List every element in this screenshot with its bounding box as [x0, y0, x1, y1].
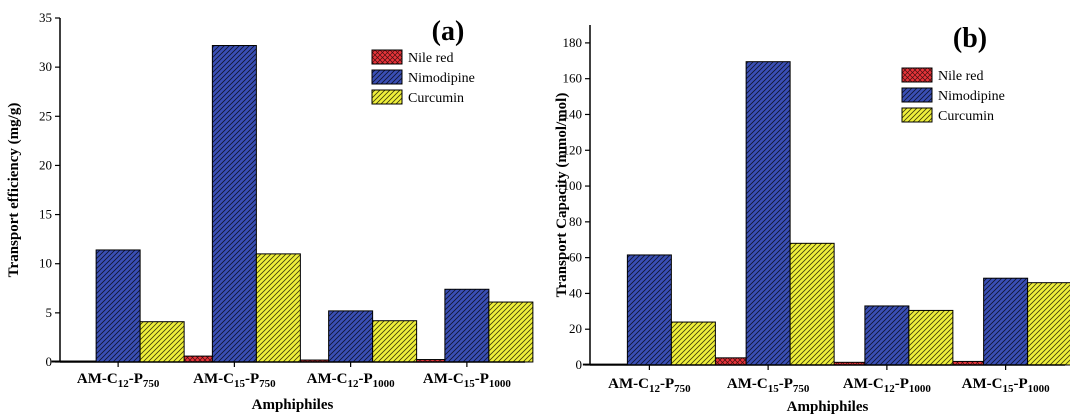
- y-tick-label: 100: [563, 178, 583, 193]
- chart-panel-b: 0 20 40 60 80 100 120 140 160 180 AM-C12-P750 AM-C1…: [554, 23, 1070, 415]
- bar-curcumin-4: [1027, 282, 1070, 366]
- bar-curcumin-3: [908, 309, 954, 366]
- y-axis-title: Transport efficiency (mg/g): [6, 103, 22, 278]
- legend-label-curcumin: Curcumin: [938, 109, 994, 124]
- bar-nimodipine-1: [95, 249, 141, 363]
- legend: Nile red Nimodipine Curcumin: [901, 67, 1005, 124]
- legend-swatch-nimodipine: [371, 69, 403, 85]
- x-tick-label: AM-C15-P750: [193, 371, 276, 390]
- bar-curcumin-2: [789, 242, 835, 366]
- x-axis-title: Amphiphiles: [252, 397, 334, 413]
- panel-label: (b): [953, 23, 987, 54]
- bar-nimodipine-3: [328, 310, 374, 363]
- legend-label-curcumin: Curcumin: [408, 91, 464, 106]
- y-tick-label: 0: [46, 354, 53, 369]
- y-axis-title: Transport Capacity (mmol/mol): [554, 93, 570, 298]
- x-tick-label: AM-C12-P750: [77, 371, 160, 390]
- y-tick-label: 80: [569, 214, 582, 229]
- legend-swatch-nile-red: [371, 49, 403, 65]
- legend-swatch-nimodipine: [901, 87, 933, 103]
- legend-label-nile-red: Nile red: [408, 51, 453, 66]
- bar-nimodipine-2: [211, 45, 257, 363]
- y-tick-label: 5: [46, 305, 53, 320]
- legend-label-nimodipine: Nimodipine: [938, 89, 1005, 104]
- bar-curcumin-4: [488, 301, 534, 363]
- bar-nimodipine-2: [745, 61, 791, 366]
- legend: Nile red Nimodipine Curcumin: [371, 49, 475, 106]
- bar-curcumin-3: [372, 320, 418, 363]
- y-tick-label: 15: [39, 207, 52, 222]
- bar-nimodipine-4: [444, 288, 490, 363]
- y-tick-label: 40: [569, 285, 582, 300]
- y-tick-label: 10: [39, 256, 52, 271]
- bar-curcumin-1: [670, 321, 716, 366]
- bar-nimodipine-4: [983, 277, 1029, 366]
- y-tick-label: 30: [39, 59, 52, 74]
- chart-panel-a: 0 5 10 15 20 25 30 35 AM-C12-P750 AM-C15-P750 AM-C…: [6, 10, 534, 413]
- x-axis-title: Amphiphiles: [787, 399, 869, 415]
- y-tick-label: 180: [563, 35, 583, 50]
- legend-swatch-curcumin: [901, 107, 933, 123]
- bar-nimodipine-1: [626, 254, 672, 366]
- x-tick-label: AM-C15-P1000: [962, 376, 1051, 395]
- legend-swatch-nile-red: [901, 67, 933, 83]
- bar-curcumin-2: [255, 253, 301, 363]
- y-tick-label: 160: [563, 71, 583, 86]
- x-tick-label: AM-C12-P750: [608, 376, 691, 395]
- legend-label-nimodipine: Nimodipine: [408, 71, 475, 86]
- y-tick-label: 140: [563, 106, 583, 121]
- panel-label: (a): [432, 16, 465, 47]
- legend-swatch-curcumin: [371, 89, 403, 105]
- x-tick-label: AM-C15-P750: [727, 376, 810, 395]
- y-tick-label: 25: [39, 108, 52, 123]
- legend-label-nile-red: Nile red: [938, 69, 983, 84]
- bar-nimodipine-3: [864, 305, 910, 366]
- y-tick-label: 120: [563, 142, 583, 157]
- x-tick-label: AM-C15-P1000: [423, 371, 512, 390]
- y-tick-label: 20: [39, 157, 52, 172]
- bar-curcumin-1: [139, 321, 185, 363]
- y-tick-label: 20: [569, 321, 582, 336]
- x-tick-label: AM-C12-P1000: [307, 371, 396, 390]
- y-tick-label: 35: [39, 10, 52, 25]
- y-tick-label: 60: [569, 250, 582, 265]
- y-tick-label: 0: [576, 357, 583, 372]
- x-tick-label: AM-C12-P1000: [843, 376, 932, 395]
